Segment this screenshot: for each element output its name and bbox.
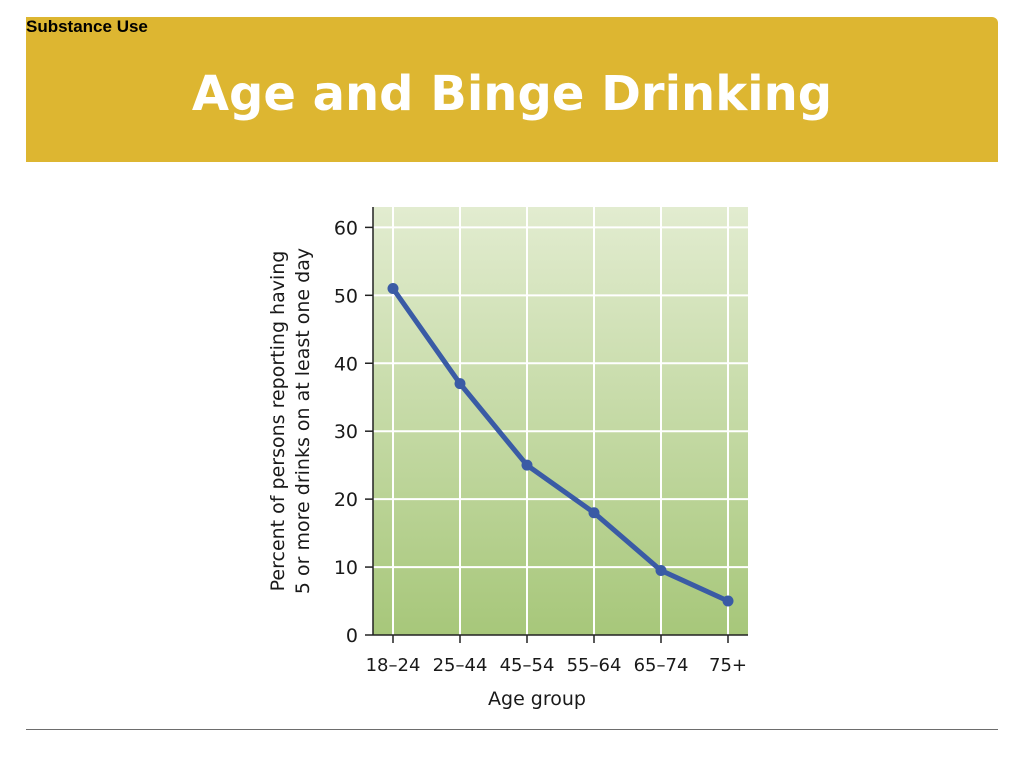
x-tick-label: 65–74 xyxy=(634,655,689,676)
y-axis-label-line-1: Percent of persons reporting having xyxy=(267,251,289,592)
plot-area xyxy=(373,207,748,635)
series-line xyxy=(390,286,731,604)
x-tick-label: 75+ xyxy=(709,655,747,676)
data-point xyxy=(387,283,399,295)
bottom-rule xyxy=(26,729,998,730)
series xyxy=(387,283,734,607)
x-tick-label: 18–24 xyxy=(366,655,421,676)
x-tick-label: 25–44 xyxy=(433,655,488,676)
y-tick-label: 60 xyxy=(334,217,358,239)
data-point xyxy=(655,564,667,576)
section-label: Substance Use xyxy=(26,17,148,36)
y-tick-label: 0 xyxy=(346,625,358,647)
data-point xyxy=(722,595,734,607)
y-tick-label: 10 xyxy=(334,557,358,579)
y-tick-label: 40 xyxy=(334,353,358,375)
data-point xyxy=(454,378,466,390)
y-axis-label: Percent of persons reporting having 5 or… xyxy=(267,248,314,594)
y-tick-label: 30 xyxy=(334,421,358,443)
x-axis-label: Age group xyxy=(488,688,586,710)
slide-title: Age and Binge Drinking xyxy=(191,66,833,122)
ticks: 0 10 20 30 40 50 60 18–24 25–44 45–54 55–64 65–74 75… xyxy=(334,217,747,676)
data-point xyxy=(521,459,533,471)
y-axis-label-line-2: 5 or more drinks on at least one day xyxy=(292,248,314,594)
x-tick-label: 45–54 xyxy=(500,655,555,676)
x-tick-label: 55–64 xyxy=(567,655,622,676)
y-tick-label: 50 xyxy=(334,285,358,307)
title-bar xyxy=(26,17,998,162)
data-point xyxy=(588,507,600,519)
grid xyxy=(373,207,748,635)
y-tick-label: 20 xyxy=(334,489,358,511)
